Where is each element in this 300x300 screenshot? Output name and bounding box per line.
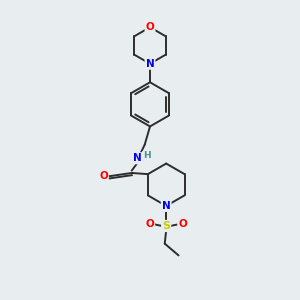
Text: N: N xyxy=(162,201,171,211)
Text: H: H xyxy=(143,152,150,160)
Text: O: O xyxy=(145,220,154,230)
Text: O: O xyxy=(99,171,108,181)
Text: N: N xyxy=(133,153,142,163)
Text: S: S xyxy=(162,221,170,231)
Text: O: O xyxy=(146,22,154,32)
Text: N: N xyxy=(146,59,154,69)
Text: O: O xyxy=(178,220,187,230)
